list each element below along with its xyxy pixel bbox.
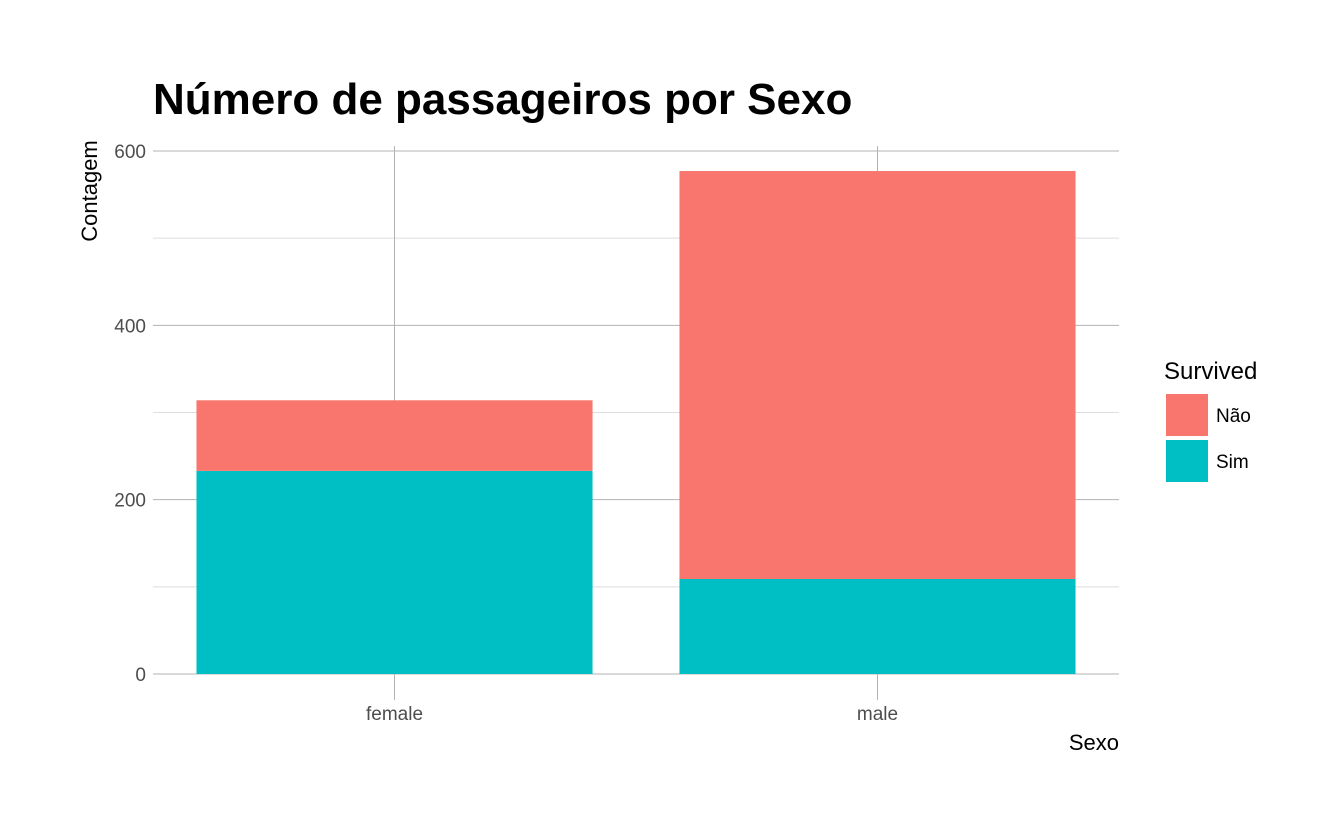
y-tick-label: 400: [114, 316, 146, 337]
bar-layer: [196, 171, 1076, 674]
x-axis-title: Sexo: [1069, 730, 1119, 755]
legend-swatch-nao: [1166, 394, 1208, 436]
legend-items: Não Sim: [1166, 394, 1251, 482]
legend: Survived Não Sim: [1164, 358, 1257, 482]
legend-title: Survived: [1164, 358, 1257, 385]
y-tick-label: 200: [114, 491, 146, 512]
x-tick-label: female: [366, 704, 423, 725]
legend-swatch-sim: [1166, 440, 1208, 482]
bar-male-sim: [679, 578, 1076, 674]
chart-title: Número de passageiros por Sexo: [153, 75, 852, 124]
y-tick-label: 0: [135, 665, 146, 686]
legend-label-nao: Não: [1216, 406, 1251, 427]
x-tick-label: male: [857, 704, 898, 725]
tick-layer: 0 200 400 600 female male: [114, 142, 898, 725]
bar-female-sim: [196, 470, 593, 674]
bar-male-nao: [679, 171, 1076, 579]
bar-female-nao: [196, 400, 593, 471]
y-axis-title: Contagem: [77, 140, 102, 242]
y-tick-label: 600: [114, 142, 146, 163]
legend-label-sim: Sim: [1216, 452, 1249, 473]
